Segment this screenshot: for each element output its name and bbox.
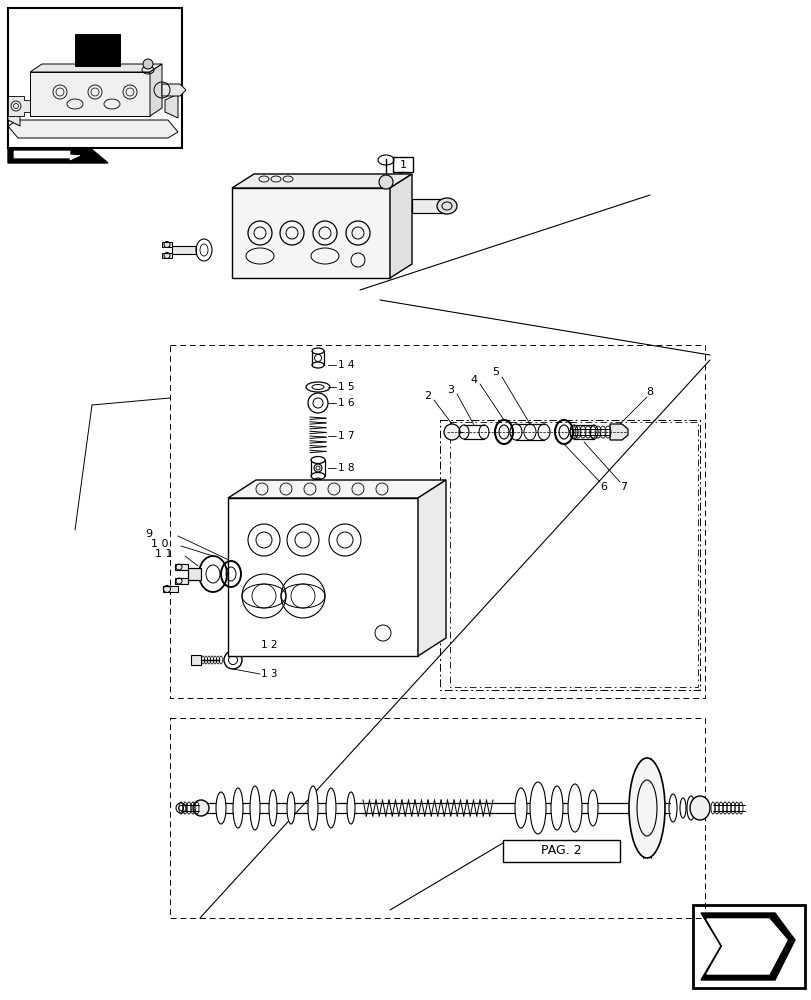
Text: 7: 7 (620, 482, 626, 492)
Text: 1 6: 1 6 (337, 398, 354, 408)
Circle shape (143, 59, 152, 69)
Text: 2: 2 (423, 391, 431, 401)
Polygon shape (14, 151, 80, 160)
Bar (692, 905, 804, 988)
Text: 1: 1 (399, 160, 406, 170)
Text: 9: 9 (145, 529, 152, 539)
Text: 1 1: 1 1 (155, 549, 172, 559)
Text: 1 3: 1 3 (260, 669, 277, 679)
Polygon shape (188, 568, 201, 580)
Polygon shape (162, 253, 172, 258)
Polygon shape (706, 919, 786, 974)
Polygon shape (175, 564, 188, 570)
Ellipse shape (286, 792, 294, 824)
Polygon shape (191, 655, 201, 665)
Polygon shape (165, 94, 178, 118)
Ellipse shape (629, 758, 664, 858)
Text: 4: 4 (470, 375, 477, 385)
Ellipse shape (514, 788, 526, 828)
Polygon shape (162, 84, 186, 96)
Text: 3: 3 (446, 385, 453, 395)
Text: 1 0: 1 0 (151, 539, 169, 549)
Ellipse shape (346, 792, 354, 824)
Ellipse shape (307, 786, 318, 830)
Bar (169, 345, 704, 698)
Text: 1 4: 1 4 (337, 360, 354, 370)
Text: PAG. 2: PAG. 2 (540, 844, 581, 857)
Bar (8, 8, 182, 148)
Ellipse shape (568, 784, 581, 832)
Circle shape (314, 464, 322, 472)
Ellipse shape (325, 788, 336, 828)
Bar (393, 157, 413, 172)
Polygon shape (8, 148, 108, 163)
Polygon shape (228, 498, 418, 656)
Polygon shape (232, 174, 411, 188)
Polygon shape (389, 174, 411, 278)
Text: 1 8: 1 8 (337, 463, 354, 473)
Polygon shape (75, 34, 120, 66)
Bar (502, 840, 620, 862)
Circle shape (444, 424, 460, 440)
Ellipse shape (530, 782, 545, 834)
Ellipse shape (233, 788, 242, 828)
Polygon shape (411, 199, 446, 213)
Polygon shape (8, 120, 178, 138)
Bar (169, 718, 704, 918)
Polygon shape (228, 480, 445, 498)
Polygon shape (30, 64, 162, 72)
Polygon shape (150, 64, 162, 116)
Text: 1 7: 1 7 (337, 431, 354, 441)
Polygon shape (609, 424, 627, 440)
Ellipse shape (268, 790, 277, 826)
Text: 5: 5 (491, 367, 499, 377)
Text: 1 5: 1 5 (337, 382, 354, 392)
Ellipse shape (689, 796, 709, 820)
Ellipse shape (193, 800, 208, 816)
Polygon shape (162, 242, 172, 247)
Polygon shape (8, 96, 30, 116)
Text: 1 2: 1 2 (260, 640, 277, 650)
Bar (440, 420, 699, 690)
Bar (449, 422, 697, 687)
Ellipse shape (587, 790, 597, 826)
Circle shape (379, 175, 393, 189)
Text: 6: 6 (599, 482, 607, 492)
Polygon shape (30, 72, 150, 116)
Ellipse shape (436, 198, 457, 214)
Polygon shape (172, 246, 195, 254)
Polygon shape (8, 100, 20, 126)
Polygon shape (163, 586, 178, 592)
Polygon shape (175, 578, 188, 584)
Polygon shape (700, 913, 794, 980)
Ellipse shape (551, 786, 562, 830)
Polygon shape (232, 188, 389, 278)
Text: 8: 8 (646, 387, 652, 397)
Ellipse shape (216, 792, 225, 824)
Polygon shape (418, 480, 445, 656)
Ellipse shape (250, 786, 260, 830)
